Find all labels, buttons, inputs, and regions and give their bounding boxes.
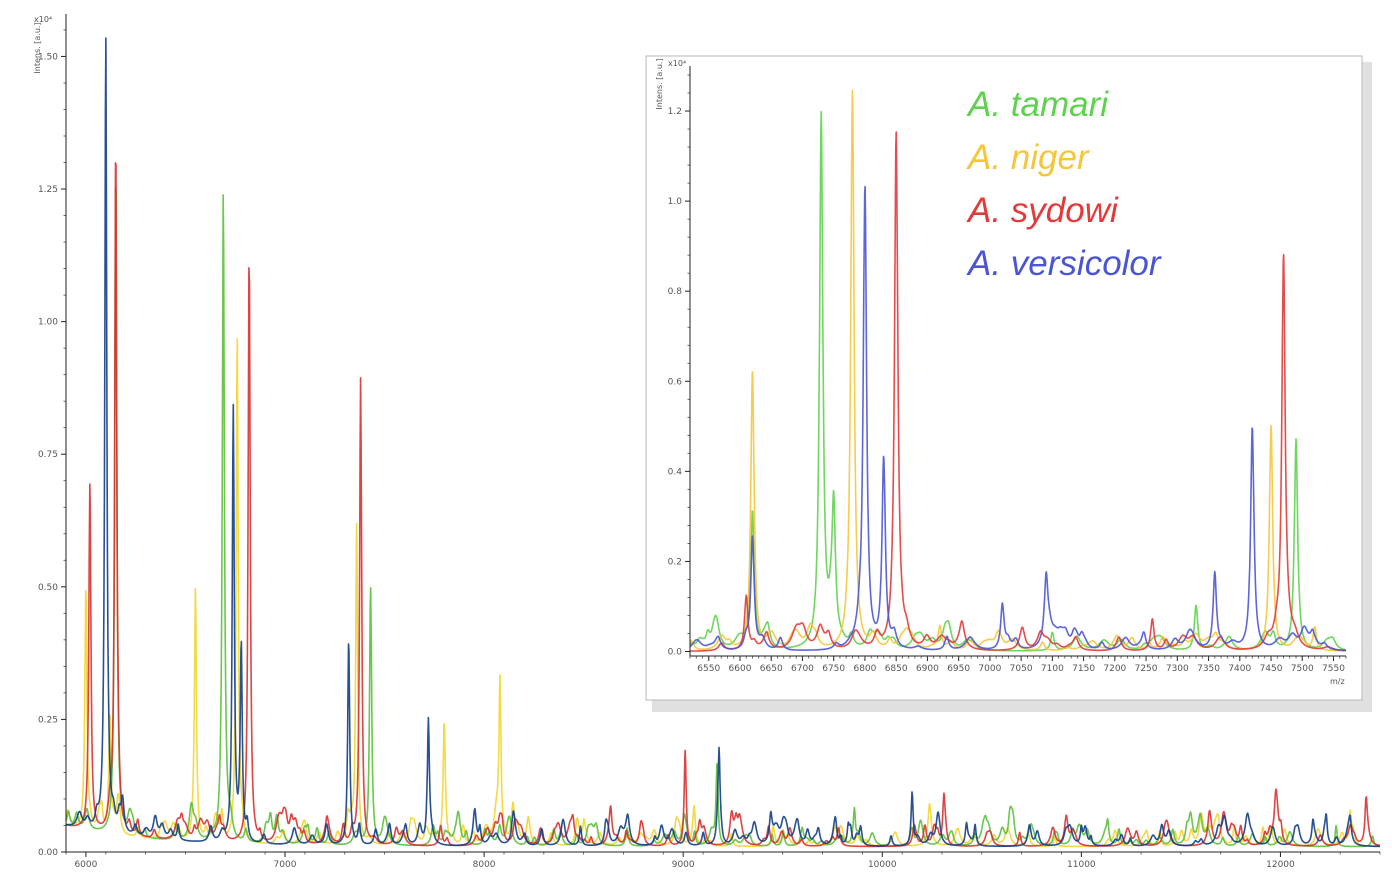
inset-x-tick-label: 7300 xyxy=(1166,664,1189,674)
inset-x-tick-label: 6950 xyxy=(947,664,970,674)
main-x-tick-label: 11000 xyxy=(1067,860,1096,870)
inset-series-line-a-versicolor xyxy=(689,185,1347,652)
inset-x-tick-label: 6700 xyxy=(791,664,814,674)
inset-y-axis-label: Intens. [a.u.] xyxy=(655,58,664,109)
inset-x-tick-label: 7400 xyxy=(1228,664,1251,674)
main-y-tick-label: 0.50 xyxy=(38,583,58,593)
inset-x-tick-label: 6900 xyxy=(916,664,939,674)
inset-x-tick-label: 7100 xyxy=(1041,664,1064,674)
main-axes xyxy=(65,14,1380,853)
main-y-axis-exponent: x10⁴ xyxy=(34,15,52,24)
main-y-tick-label: 1.00 xyxy=(38,318,58,328)
inset-y-tick-label: 1.0 xyxy=(668,197,683,207)
main-y-axis-label: Intens. [a.u.] xyxy=(33,22,42,73)
main-y-tick-label: 0.00 xyxy=(38,848,58,858)
inset-x-tick-label: 7500 xyxy=(1291,664,1314,674)
main-x-tick-label: 7000 xyxy=(274,860,297,870)
inset-series-group xyxy=(689,89,1347,652)
inset-x-tick-label: 6600 xyxy=(729,664,752,674)
main-x-tick-label: 8000 xyxy=(473,860,496,870)
legend-entry: A. niger xyxy=(966,138,1090,177)
inset-axes xyxy=(689,66,1346,657)
main-y-tick-label: 1.50 xyxy=(38,52,58,62)
main-y-tick-label: 0.75 xyxy=(38,450,58,460)
inset-axis-ticks: 0.0 0.2 0.4 0.6 0.8 1.0 1.2 6550 6600 6650 6700 675… xyxy=(668,74,1347,674)
inset-x-tick-label: 7200 xyxy=(1103,664,1126,674)
inset-x-tick-label: 6550 xyxy=(697,664,720,674)
main-series-line-red xyxy=(65,162,1381,848)
main-y-tick-label: 0.25 xyxy=(38,715,58,725)
legend-entry: A. tamari xyxy=(966,85,1109,124)
main-axis-ticks: 0.00 0.25 0.50 0.75 1.00 1.25 1.50 6000 7000 8000… xyxy=(38,29,1381,870)
main-series-group xyxy=(65,37,1381,848)
inset-x-tick-label: 7150 xyxy=(1072,664,1095,674)
main-x-tick-label: 10000 xyxy=(868,860,897,870)
main-y-tick-label: 1.25 xyxy=(38,185,58,195)
inset-x-axis-label: m/z xyxy=(1330,677,1345,686)
inset-x-tick-label: 6800 xyxy=(853,664,876,674)
inset-frame xyxy=(645,55,1363,701)
inset-chart: 0.0 0.2 0.4 0.6 0.8 1.0 1.2 6550 6600 6650 6700 675… xyxy=(645,55,1372,712)
inset-series-line-a-tamari xyxy=(689,110,1347,652)
inset-y-axis-exponent: x10⁴ xyxy=(668,59,686,68)
inset-y-tick-label: 0.6 xyxy=(668,377,683,387)
inset-y-tick-label: 0.8 xyxy=(668,287,683,297)
inset-y-tick-label: 0.4 xyxy=(668,467,683,477)
legend-entry: A. sydowi xyxy=(966,191,1119,230)
inset-x-tick-label: 7550 xyxy=(1322,664,1345,674)
main-series-line-navy xyxy=(65,37,1381,848)
main-x-tick-label: 6000 xyxy=(74,860,97,870)
legend-entry: A. versicolor xyxy=(966,244,1162,283)
main-x-tick-label: 9000 xyxy=(672,860,695,870)
inset-y-tick-label: 0.2 xyxy=(668,557,682,567)
main-x-tick-label: 12000 xyxy=(1266,860,1295,870)
inset-x-tick-label: 7450 xyxy=(1260,664,1283,674)
inset-x-tick-label: 6850 xyxy=(885,664,908,674)
inset-y-tick-label: 0.0 xyxy=(668,647,683,657)
inset-x-tick-label: 7000 xyxy=(978,664,1001,674)
inset-legend: A. tamari A. niger A. sydowi A. versicolor xyxy=(966,85,1162,283)
inset-y-tick-label: 1.2 xyxy=(668,107,682,117)
inset-x-tick-label: 6650 xyxy=(760,664,783,674)
inset-x-tick-label: 6750 xyxy=(822,664,845,674)
inset-x-tick-label: 7050 xyxy=(1010,664,1033,674)
inset-x-tick-label: 7250 xyxy=(1135,664,1158,674)
inset-x-tick-label: 7350 xyxy=(1197,664,1220,674)
